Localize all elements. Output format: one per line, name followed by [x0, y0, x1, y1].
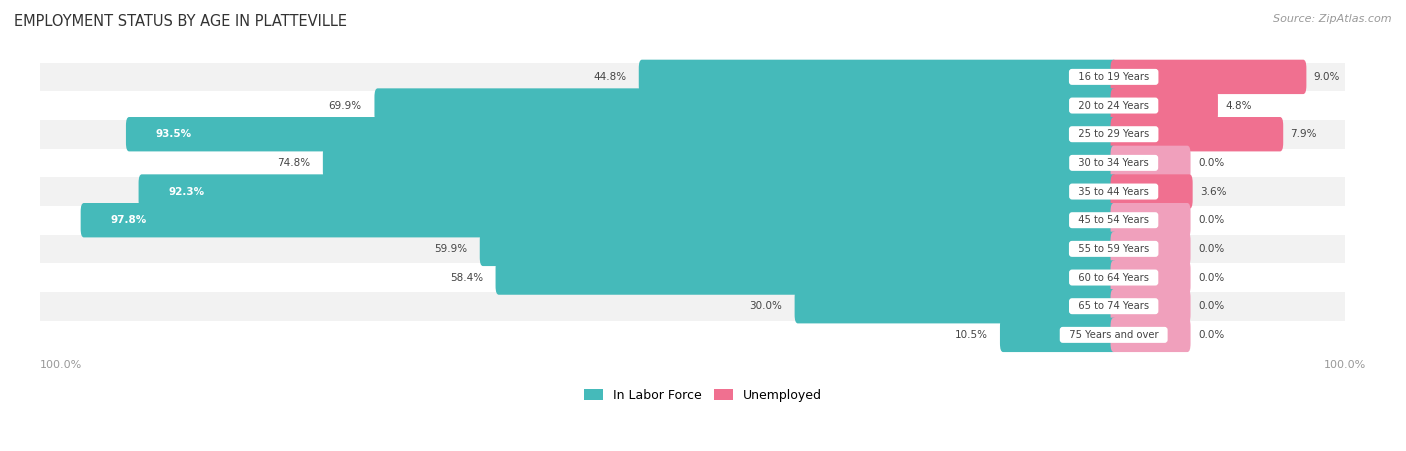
FancyBboxPatch shape — [1111, 88, 1218, 123]
Bar — [39, 235, 1346, 263]
Text: 0.0%: 0.0% — [1198, 330, 1225, 340]
Bar — [39, 292, 1346, 321]
Text: 4.8%: 4.8% — [1225, 101, 1251, 110]
Text: 65 to 74 Years: 65 to 74 Years — [1071, 301, 1156, 311]
Text: EMPLOYMENT STATUS BY AGE IN PLATTEVILLE: EMPLOYMENT STATUS BY AGE IN PLATTEVILLE — [14, 14, 347, 28]
Bar — [39, 63, 1346, 91]
Text: 20 to 24 Years: 20 to 24 Years — [1071, 101, 1156, 110]
Text: 0.0%: 0.0% — [1198, 158, 1225, 168]
Text: 16 to 19 Years: 16 to 19 Years — [1071, 72, 1156, 82]
Text: 59.9%: 59.9% — [434, 244, 467, 254]
FancyBboxPatch shape — [1000, 318, 1116, 352]
Bar — [39, 206, 1346, 235]
Text: 30.0%: 30.0% — [749, 301, 782, 311]
FancyBboxPatch shape — [323, 146, 1116, 180]
Text: 93.5%: 93.5% — [156, 129, 191, 139]
Bar — [39, 321, 1346, 349]
FancyBboxPatch shape — [1111, 146, 1191, 180]
Text: 75 Years and over: 75 Years and over — [1063, 330, 1164, 340]
Text: 9.0%: 9.0% — [1313, 72, 1340, 82]
Text: 60 to 64 Years: 60 to 64 Years — [1071, 272, 1156, 282]
Text: 100.0%: 100.0% — [1324, 360, 1367, 370]
FancyBboxPatch shape — [1111, 117, 1284, 152]
FancyBboxPatch shape — [80, 203, 1116, 237]
Text: Source: ZipAtlas.com: Source: ZipAtlas.com — [1274, 14, 1392, 23]
Bar — [39, 263, 1346, 292]
Text: 69.9%: 69.9% — [329, 101, 361, 110]
FancyBboxPatch shape — [374, 88, 1116, 123]
FancyBboxPatch shape — [1111, 289, 1191, 323]
Bar — [39, 120, 1346, 148]
FancyBboxPatch shape — [1111, 318, 1191, 352]
Text: 74.8%: 74.8% — [277, 158, 311, 168]
Legend: In Labor Force, Unemployed: In Labor Force, Unemployed — [579, 384, 827, 407]
FancyBboxPatch shape — [1111, 175, 1192, 209]
FancyBboxPatch shape — [127, 117, 1116, 152]
Text: 92.3%: 92.3% — [169, 187, 204, 197]
Text: 0.0%: 0.0% — [1198, 215, 1225, 225]
FancyBboxPatch shape — [1111, 203, 1191, 237]
Bar — [39, 148, 1346, 177]
FancyBboxPatch shape — [1111, 260, 1191, 295]
FancyBboxPatch shape — [139, 175, 1116, 209]
FancyBboxPatch shape — [794, 289, 1116, 323]
FancyBboxPatch shape — [495, 260, 1116, 295]
Text: 0.0%: 0.0% — [1198, 244, 1225, 254]
Text: 97.8%: 97.8% — [110, 215, 146, 225]
Bar — [39, 177, 1346, 206]
Text: 35 to 44 Years: 35 to 44 Years — [1073, 187, 1156, 197]
FancyBboxPatch shape — [1111, 232, 1191, 266]
Text: 0.0%: 0.0% — [1198, 301, 1225, 311]
Text: 10.5%: 10.5% — [955, 330, 987, 340]
Text: 58.4%: 58.4% — [450, 272, 482, 282]
Bar — [39, 91, 1346, 120]
FancyBboxPatch shape — [479, 232, 1116, 266]
Text: 55 to 59 Years: 55 to 59 Years — [1071, 244, 1156, 254]
Text: 3.6%: 3.6% — [1201, 187, 1226, 197]
Text: 7.9%: 7.9% — [1291, 129, 1317, 139]
Text: 44.8%: 44.8% — [593, 72, 626, 82]
Text: 30 to 34 Years: 30 to 34 Years — [1073, 158, 1156, 168]
Text: 0.0%: 0.0% — [1198, 272, 1225, 282]
FancyBboxPatch shape — [638, 60, 1116, 94]
FancyBboxPatch shape — [1111, 60, 1306, 94]
Text: 45 to 54 Years: 45 to 54 Years — [1071, 215, 1156, 225]
Text: 100.0%: 100.0% — [39, 360, 82, 370]
Text: 25 to 29 Years: 25 to 29 Years — [1071, 129, 1156, 139]
